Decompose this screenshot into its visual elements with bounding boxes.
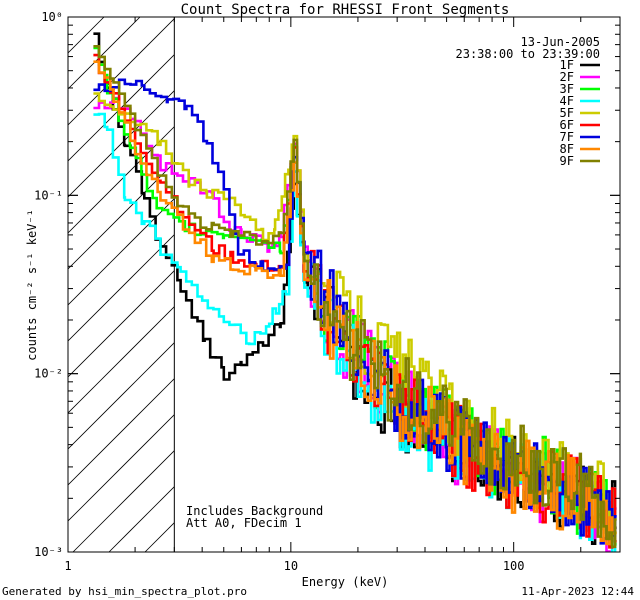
series-8F <box>93 60 617 546</box>
series-9F <box>93 45 617 549</box>
hatch-line <box>68 17 105 54</box>
hatch-line <box>144 522 175 552</box>
series-6F <box>93 53 617 549</box>
y-tick-label: 10⁰ <box>41 10 63 24</box>
legend-label-9F: 9F <box>560 154 574 168</box>
date-label: 13-Jun-2005 <box>521 35 600 49</box>
annotation-attenuator: Att A0, FDecim 1 <box>186 516 302 530</box>
x-tick-label: 1 <box>64 559 71 573</box>
legend-label-7F: 7F <box>560 130 574 144</box>
axis-ticks: 1 10 100 10⁰ 10⁻¹ 10⁻² 10⁻³ <box>34 10 621 573</box>
x-tick-label: 100 <box>503 559 525 573</box>
legend-label-8F: 8F <box>560 142 574 156</box>
hatch-line <box>68 18 175 126</box>
x-tick-label: 10 <box>284 559 298 573</box>
y-tick-label: 10⁻¹ <box>34 188 63 202</box>
annotation-background: Includes Background <box>186 504 323 518</box>
generated-by-label: Generated by hsi_min_spectra_plot.pro <box>2 585 248 598</box>
hatch-line <box>68 378 175 486</box>
legend-label-2F: 2F <box>560 70 574 84</box>
series-layer <box>93 32 617 552</box>
plot-frame <box>67 16 621 553</box>
legend-label-3F: 3F <box>560 82 574 96</box>
legend-label-1F: 1F <box>560 58 574 72</box>
hatch-line <box>68 198 175 306</box>
hatch-line <box>68 414 175 522</box>
hatch-line <box>72 450 175 552</box>
legend-label-5F: 5F <box>560 106 574 120</box>
series-5F <box>93 92 617 534</box>
hatch-line <box>68 342 175 450</box>
legend-label-4F: 4F <box>560 94 574 108</box>
y-tick-label: 10⁻² <box>34 367 63 381</box>
hatch-line <box>68 17 141 90</box>
y-tick-label: 10⁻³ <box>34 545 63 559</box>
hatch-line <box>68 234 175 342</box>
legend-label-6F: 6F <box>560 118 574 132</box>
footer-timestamp: 11-Apr-2023 12:44 <box>521 585 634 598</box>
hatch-line <box>68 90 175 198</box>
hatch-line <box>68 270 175 378</box>
x-axis-label: Energy (keV) <box>302 575 389 589</box>
hatch-line <box>108 486 175 552</box>
hatch-line <box>68 306 175 414</box>
chart-title: Count Spectra for RHESSI Front Segments <box>181 2 510 18</box>
time-range-label: 23:38:00 to 23:39:00 <box>456 47 601 61</box>
y-axis-label: counts cm⁻² s⁻¹ keV⁻¹ <box>25 209 39 361</box>
